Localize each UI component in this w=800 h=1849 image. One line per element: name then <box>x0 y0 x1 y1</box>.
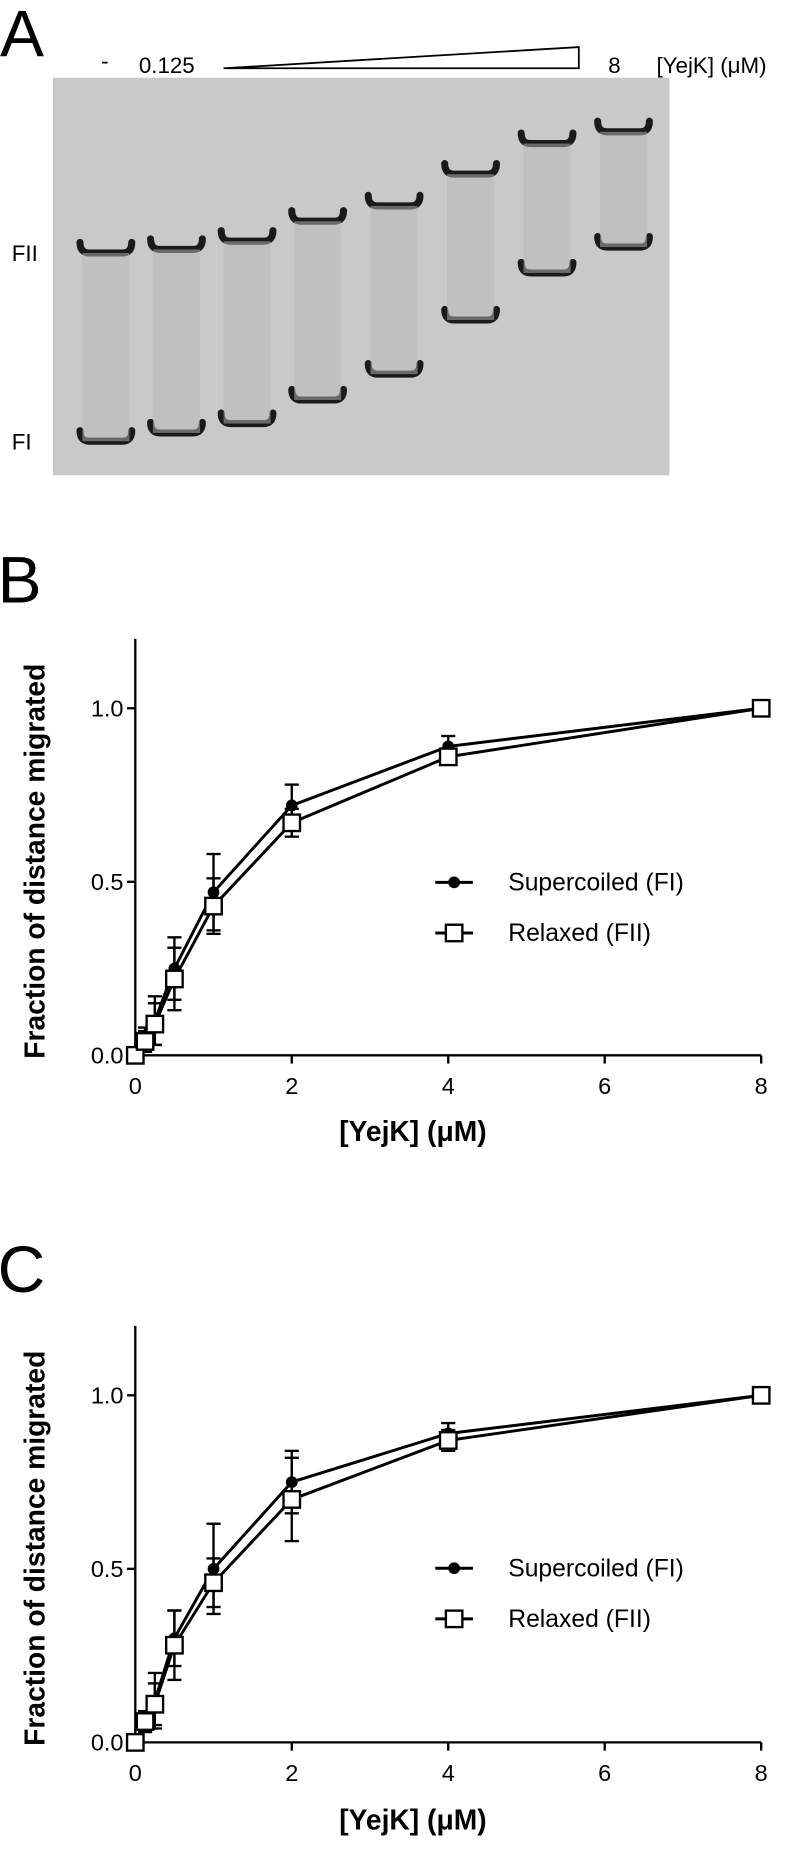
band-label: FI <box>12 429 32 454</box>
panel-label: A <box>0 0 44 71</box>
lane-smear <box>600 131 648 248</box>
x-tick-label: 4 <box>442 1760 455 1786</box>
x-tick-label: 0 <box>129 1073 142 1099</box>
y-tick-label: 1.0 <box>91 696 124 722</box>
y-axis-title: Fraction of distance migrated <box>19 664 51 1059</box>
y-axis-title: Fraction of distance migrated <box>19 1351 51 1746</box>
x-tick-label: 8 <box>755 1073 768 1099</box>
marker <box>207 886 220 899</box>
lane-smear <box>447 174 495 321</box>
y-tick-label: 0.0 <box>91 1043 124 1069</box>
lane-label: 0.125 <box>139 53 195 78</box>
panel-label: C <box>0 1232 45 1306</box>
marker <box>207 1562 220 1575</box>
lane-smear <box>370 205 418 375</box>
legend-label: Supercoiled (FI) <box>508 870 684 897</box>
marker <box>204 1573 223 1593</box>
y-tick-label: 1.0 <box>91 1383 124 1409</box>
band-label: FII <box>12 241 38 266</box>
x-tick-label: 8 <box>755 1760 768 1786</box>
y-tick-label: 0.5 <box>91 869 124 895</box>
x-tick-label: 2 <box>285 1760 298 1786</box>
marker <box>438 747 458 767</box>
lane-smear <box>152 249 200 433</box>
marker <box>145 1694 165 1714</box>
legend-marker <box>444 1609 464 1629</box>
x-axis-title: [YejK] (μM) <box>339 1115 486 1147</box>
marker <box>204 896 223 916</box>
gel-bands <box>76 117 653 445</box>
marker <box>165 969 184 989</box>
marker <box>285 799 298 812</box>
legend-label: Supercoiled (FI) <box>508 1556 684 1583</box>
lane-smear <box>523 143 571 273</box>
legend-marker <box>448 1562 460 1575</box>
lane-label: 8 <box>608 53 620 78</box>
legend-marker <box>444 923 464 943</box>
marker <box>285 1476 298 1488</box>
marker <box>438 1431 458 1450</box>
marker <box>145 1014 165 1034</box>
panel-label: B <box>0 542 42 616</box>
lane-smear <box>223 241 271 424</box>
marker <box>125 1045 145 1065</box>
lane-label: - <box>101 48 108 73</box>
lane-smear <box>294 221 342 401</box>
marker <box>135 1712 155 1731</box>
legend-label: Relaxed (FII) <box>508 1606 651 1633</box>
x-tick-label: 6 <box>598 1760 611 1786</box>
marker <box>751 1385 771 1405</box>
legend-label: Relaxed (FII) <box>508 920 651 947</box>
marker <box>751 698 771 718</box>
x-axis-title: [YejK] (μM) <box>339 1803 486 1835</box>
legend-marker <box>448 876 460 889</box>
marker <box>282 813 302 833</box>
gel-image <box>52 77 670 476</box>
x-tick-label: 6 <box>598 1073 611 1099</box>
lane-smear <box>82 252 130 442</box>
marker <box>135 1032 155 1051</box>
y-tick-label: 0.0 <box>91 1730 124 1756</box>
x-tick-label: 2 <box>285 1073 298 1099</box>
x-tick-label: 0 <box>129 1760 142 1786</box>
y-tick-label: 0.5 <box>91 1556 124 1582</box>
concentration-label: [YejK] (μM) <box>656 53 766 78</box>
x-tick-label: 4 <box>442 1073 455 1099</box>
marker <box>165 1635 184 1655</box>
marker <box>125 1732 145 1752</box>
concentration-wedge <box>223 46 580 70</box>
marker <box>282 1490 302 1509</box>
